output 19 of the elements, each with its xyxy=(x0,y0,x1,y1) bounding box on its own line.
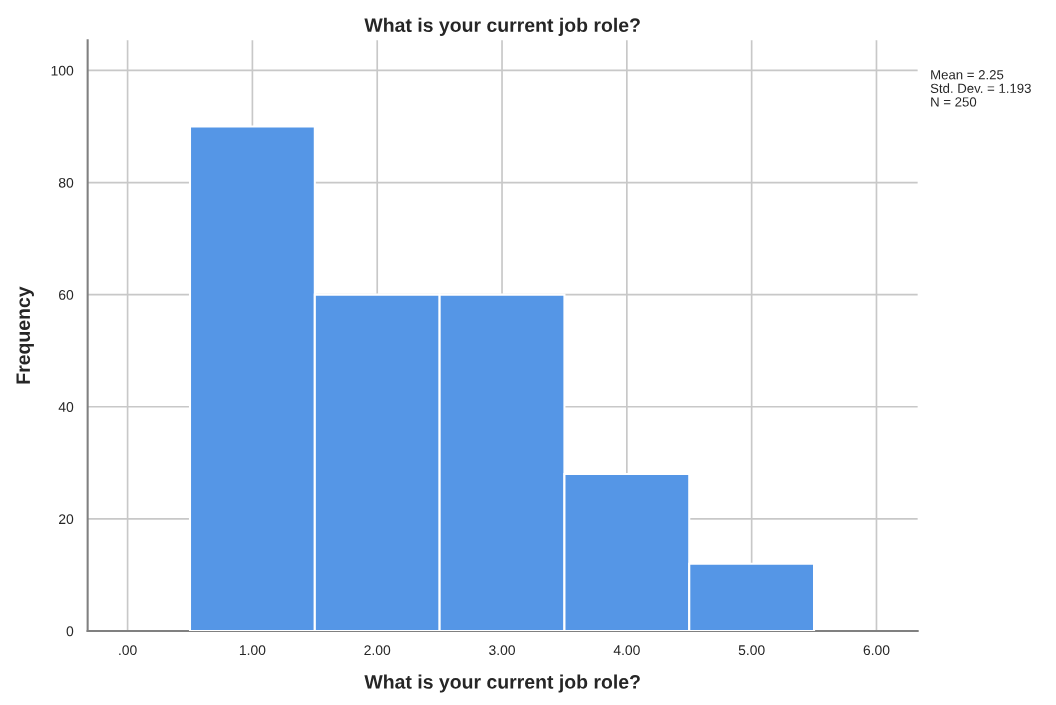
y-tick-label: 0 xyxy=(66,626,74,637)
x-tick-label: 3.00 xyxy=(489,645,516,656)
y-axis-title: Frequency xyxy=(16,286,34,384)
x-tick-label: .00 xyxy=(119,645,137,656)
x-tick-label: 6.00 xyxy=(863,645,890,656)
x-tick-label: 2.00 xyxy=(364,645,391,656)
chart-title: What is your current job role? xyxy=(364,17,640,36)
y-tick-label: 80 xyxy=(58,177,74,188)
x-axis-title: What is your current job role? xyxy=(364,674,640,693)
text: N = 250 xyxy=(931,97,977,107)
x-tick-label: 5.00 xyxy=(738,645,765,656)
y-tick-label: 60 xyxy=(59,290,74,300)
text: Std. Dev. = 1.193 xyxy=(930,83,1031,93)
y-tick-label: 100 xyxy=(51,65,74,76)
x-tick-label: 4.00 xyxy=(613,645,640,656)
y-tick-label: 20 xyxy=(59,514,74,525)
x-tick-label: 1.00 xyxy=(239,645,266,656)
y-tick-label: 40 xyxy=(58,402,74,412)
text: Mean = 2.25 xyxy=(931,70,1004,80)
